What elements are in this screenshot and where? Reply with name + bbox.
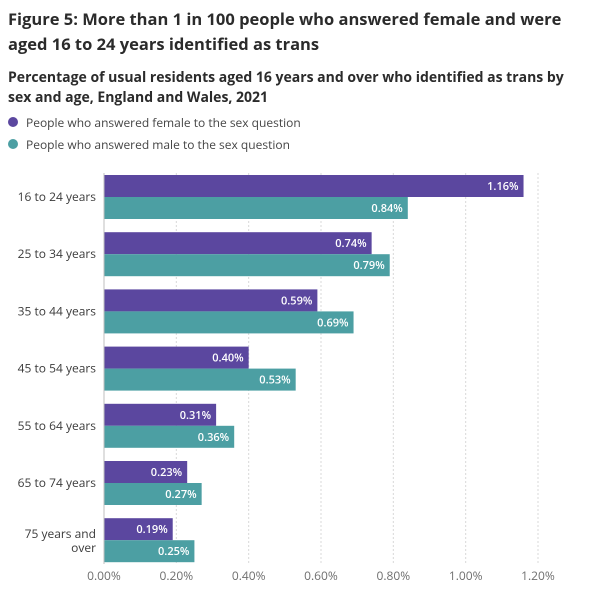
x-tick-label: 0.60%	[304, 567, 338, 584]
bar	[104, 518, 173, 541]
bar-value-label: 0.79%	[353, 258, 385, 273]
bar	[104, 403, 217, 426]
bar-value-label: 0.36%	[198, 430, 230, 445]
bar	[104, 175, 524, 197]
bar	[104, 289, 318, 312]
bar-value-label: 0.84%	[371, 201, 403, 216]
bar-value-label: 0.23%	[151, 465, 183, 480]
category-label: over	[71, 539, 96, 556]
legend-item-male: People who answered male to the sex ques…	[8, 133, 301, 155]
category-label: 16 to 24 years	[18, 188, 97, 205]
bar	[104, 368, 296, 391]
bar-value-label: 0.25%	[158, 544, 190, 559]
figure-title: Figure 5: More than 1 in 100 people who …	[8, 7, 562, 55]
bar	[104, 540, 195, 563]
category-label: 55 to 64 years	[18, 417, 97, 434]
legend-swatch-female	[8, 117, 18, 127]
x-tick-label: 0.20%	[160, 567, 194, 584]
bar-value-label: 0.19%	[136, 522, 168, 537]
bar-value-label: 0.69%	[317, 315, 349, 330]
x-tick-label: 1.00%	[449, 567, 483, 584]
bar	[104, 311, 354, 334]
bar-value-label: 0.59%	[281, 293, 313, 308]
x-tick-label: 1.20%	[521, 567, 555, 584]
category-label: 25 to 34 years	[18, 245, 97, 262]
bar	[104, 197, 408, 219]
legend-item-female: People who answered female to the sex qu…	[8, 111, 301, 133]
category-label: 35 to 44 years	[18, 302, 97, 319]
bar-value-label: 1.16%	[487, 179, 519, 194]
chart-title: Percentage of usual residents aged 16 ye…	[8, 68, 564, 107]
bar-value-label: 0.53%	[259, 373, 291, 388]
bar-value-label: 0.74%	[335, 236, 367, 251]
bar	[104, 483, 202, 505]
legend: People who answered female to the sex qu…	[8, 111, 301, 155]
bar-value-label: 0.27%	[165, 487, 197, 502]
bar	[104, 425, 235, 448]
category-label: 75 years and	[25, 525, 96, 542]
bar-value-label: 0.31%	[180, 408, 212, 423]
legend-swatch-male	[8, 139, 18, 149]
x-tick-label: 0.00%	[87, 567, 121, 584]
legend-label-female: People who answered female to the sex qu…	[26, 113, 301, 131]
x-tick-label: 0.80%	[377, 567, 411, 584]
legend-label-male: People who answered male to the sex ques…	[26, 135, 290, 153]
category-label: 65 to 74 years	[18, 474, 97, 491]
bar-value-label: 0.40%	[212, 351, 244, 366]
category-label: 45 to 54 years	[18, 360, 97, 377]
bar	[104, 232, 372, 255]
bar	[104, 461, 188, 483]
bar	[104, 346, 249, 369]
x-tick-label: 0.40%	[232, 567, 266, 584]
bar	[104, 254, 390, 277]
